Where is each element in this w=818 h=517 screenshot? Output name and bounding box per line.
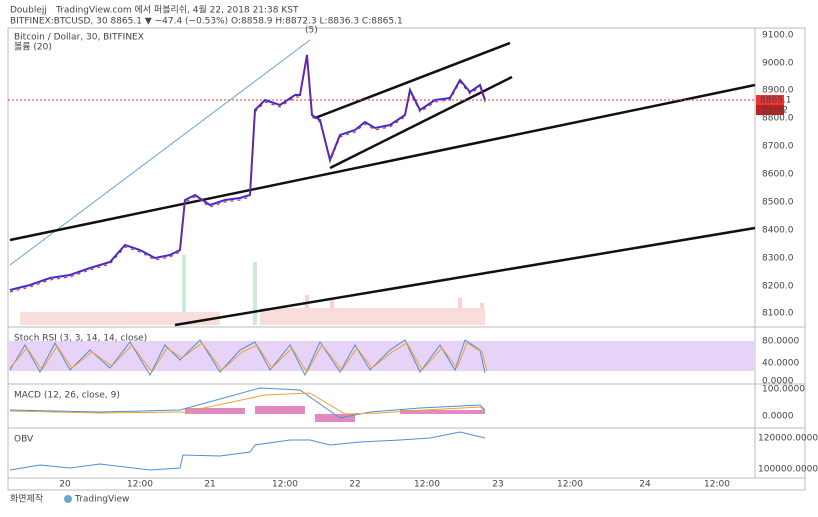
time-tick: 24 xyxy=(639,480,651,490)
stoch-band xyxy=(8,341,755,371)
wave-label: (5) xyxy=(305,26,318,36)
stoch-tick: 80.0000 xyxy=(762,337,799,347)
price-tick: 8700.0 xyxy=(762,142,794,152)
time-tick: 22 xyxy=(349,480,360,490)
price-tick: 8200.0 xyxy=(762,282,794,292)
footer-caption: 화면제작 xyxy=(10,494,43,505)
price-tick: 8500.0 xyxy=(762,198,794,208)
countdown-tag xyxy=(756,105,784,115)
time-tick: 12:00 xyxy=(704,480,730,490)
macd-line xyxy=(9,387,486,419)
fib-line xyxy=(9,39,311,266)
price-series xyxy=(9,54,486,291)
price-tick: 8600.0 xyxy=(762,170,794,180)
last-price: 8865.1 xyxy=(760,96,792,106)
author: Doublejj xyxy=(10,6,47,16)
volume-legend: 볼륨 (20) xyxy=(14,42,52,53)
price-tick: 9100.0 xyxy=(762,31,794,41)
price-tick: 9000.0 xyxy=(762,59,794,69)
trend-line xyxy=(174,226,756,327)
time-tick: 12:00 xyxy=(414,480,440,490)
countdown: 21:42 xyxy=(762,106,788,116)
obv-line xyxy=(9,431,486,471)
trend-line xyxy=(9,83,756,242)
channel-line xyxy=(314,41,511,120)
time-tick: 12:00 xyxy=(272,480,298,490)
time-tick: 20 xyxy=(59,480,71,490)
stoch-legend: Stoch RSI (3, 3, 14, 14, close) xyxy=(14,334,147,344)
price-tick: 8100.0 xyxy=(762,309,794,319)
price-tick: 8800.0 xyxy=(762,114,794,124)
macd-tick: 100.0000 xyxy=(762,385,805,395)
stoch-tick: 0.0000 xyxy=(762,377,794,387)
volume xyxy=(20,255,485,325)
footer-brand: TradingView xyxy=(74,495,129,505)
obv-tick: 100000.0000 xyxy=(758,465,818,475)
stoch-tick: 40.0000 xyxy=(762,359,799,369)
macd-histogram xyxy=(185,406,485,422)
chart-frame xyxy=(7,27,806,491)
main-legend: Bitcoin / Dollar, 30, BITFINEX xyxy=(14,33,144,43)
symbol-line: BITFINEX:BTCUSD, 30 8865.1 ▼ −47.4 (−0.5… xyxy=(10,17,403,27)
price-tag xyxy=(756,95,784,105)
obv-legend: OBV xyxy=(14,435,34,445)
time-tick: 12:00 xyxy=(557,480,583,490)
macd-tick: 0.0000 xyxy=(762,412,794,422)
stoch-k xyxy=(9,339,486,377)
published: TradingView.com 에서 퍼블리쉬, 4월 22, 2018 21:… xyxy=(55,4,299,16)
price-tick: 8900.0 xyxy=(762,86,794,96)
time-tick: 23 xyxy=(492,480,503,490)
stoch-d xyxy=(9,342,488,373)
obv-tick: 120000.0000 xyxy=(758,434,818,444)
signal-line xyxy=(9,392,486,415)
brand-icon xyxy=(64,495,72,503)
price-series-down xyxy=(9,56,486,293)
price-tick: 8300.0 xyxy=(762,254,794,264)
time-tick: 12:00 xyxy=(127,480,153,490)
time-tick: 21 xyxy=(204,480,215,490)
macd-legend: MACD (12, 26, close, 9) xyxy=(14,391,120,401)
price-tick: 8400.0 xyxy=(762,226,794,236)
